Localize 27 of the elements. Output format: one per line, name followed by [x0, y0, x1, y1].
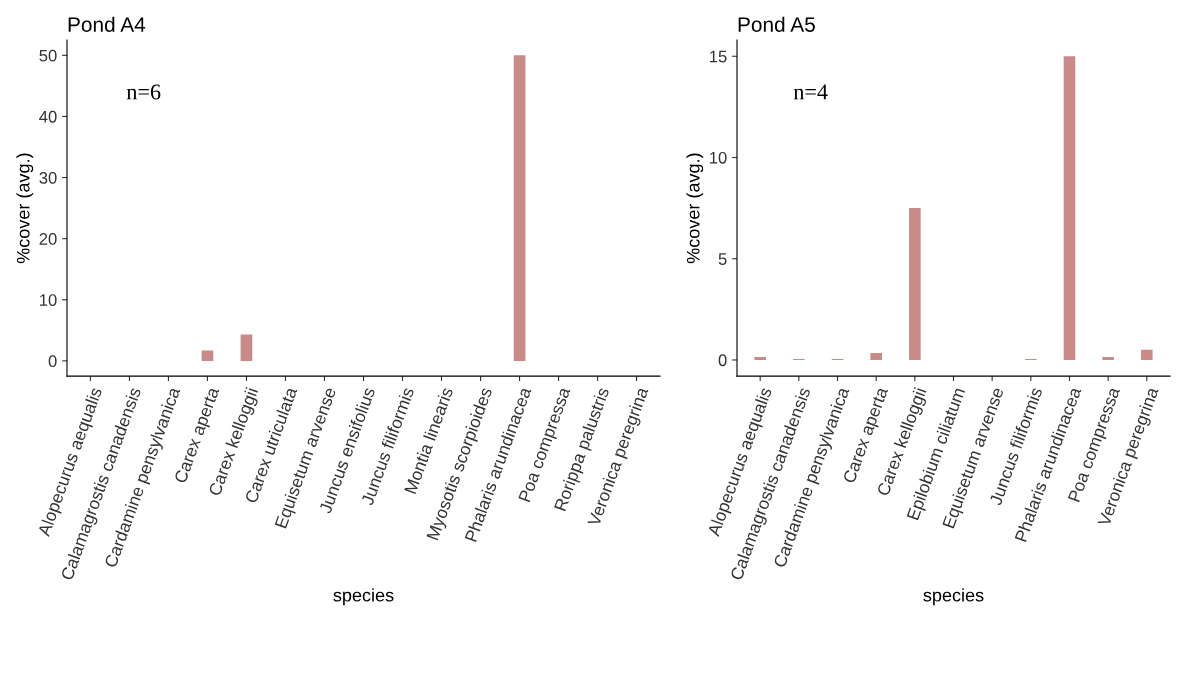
chart-title: Pond A4	[68, 16, 146, 32]
bar	[754, 356, 766, 360]
y-tick-label: 5	[718, 253, 727, 265]
y-tick-label: 20	[39, 233, 57, 245]
y-tick-label: 30	[39, 171, 57, 184]
y-tick-label: 50	[39, 49, 57, 62]
bar	[1141, 349, 1153, 360]
y-tick-label: 10	[710, 151, 727, 164]
bar	[513, 55, 526, 361]
y-tick-label: 15	[710, 50, 727, 63]
y-axis-title: %cover (avg.)	[686, 153, 704, 264]
bar	[240, 334, 253, 361]
bar	[870, 352, 882, 360]
annotation: n=6	[126, 84, 161, 100]
bar	[909, 208, 921, 360]
x-axis-title: species	[923, 588, 984, 606]
chart-title: Pond A5	[738, 16, 815, 32]
y-axis-title: %cover (avg.)	[16, 153, 34, 264]
bar	[1063, 56, 1076, 360]
y-tick-label: 10	[40, 294, 57, 306]
y-tick-label: 0	[48, 355, 57, 368]
annotation: n=4	[793, 84, 828, 100]
bar	[1102, 356, 1114, 360]
x-axis-title: species	[333, 588, 394, 606]
y-tick-label: 0	[718, 354, 727, 367]
bar	[201, 350, 214, 361]
y-tick-label: 40	[39, 110, 57, 123]
